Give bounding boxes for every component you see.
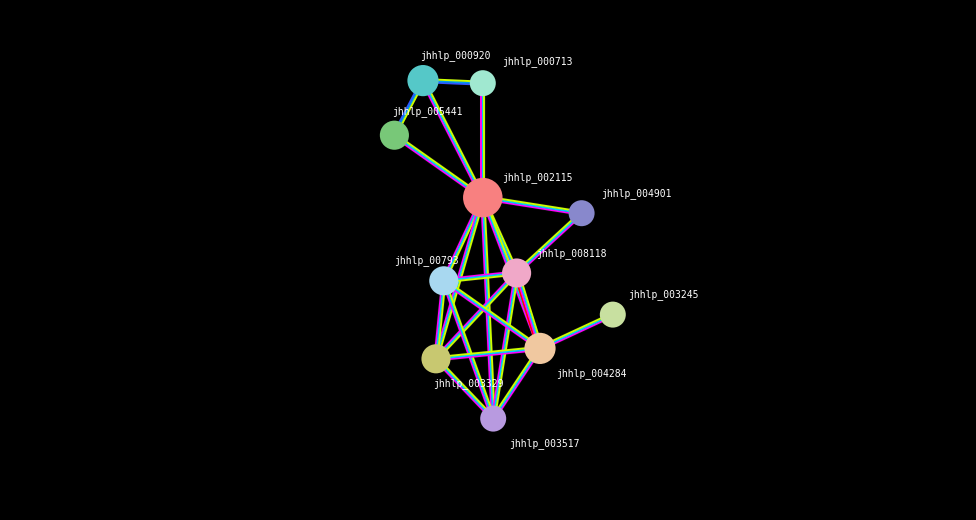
- Text: jhhlp_005441: jhhlp_005441: [391, 107, 463, 117]
- Circle shape: [429, 266, 459, 295]
- Text: jhhlp_003245: jhhlp_003245: [629, 290, 699, 300]
- Text: jhhlp_000713: jhhlp_000713: [503, 56, 573, 67]
- Text: jhhlp_003329: jhhlp_003329: [433, 379, 504, 389]
- Text: jhhlp_00793: jhhlp_00793: [394, 256, 459, 266]
- Text: jhhlp_003517: jhhlp_003517: [508, 438, 580, 449]
- Circle shape: [524, 333, 555, 364]
- Circle shape: [463, 178, 503, 217]
- Text: jhhlp_004284: jhhlp_004284: [555, 368, 626, 379]
- Circle shape: [380, 121, 409, 150]
- Circle shape: [480, 406, 507, 432]
- Text: jhhlp_004901: jhhlp_004901: [601, 188, 671, 199]
- Circle shape: [502, 258, 531, 288]
- Circle shape: [569, 200, 594, 226]
- Circle shape: [600, 302, 626, 328]
- Circle shape: [422, 344, 451, 373]
- Circle shape: [469, 70, 496, 96]
- Text: jhhlp_000920: jhhlp_000920: [421, 50, 491, 61]
- Text: jhhlp_002115: jhhlp_002115: [503, 173, 573, 183]
- Text: jhhlp_008118: jhhlp_008118: [537, 248, 607, 258]
- Circle shape: [407, 65, 438, 96]
